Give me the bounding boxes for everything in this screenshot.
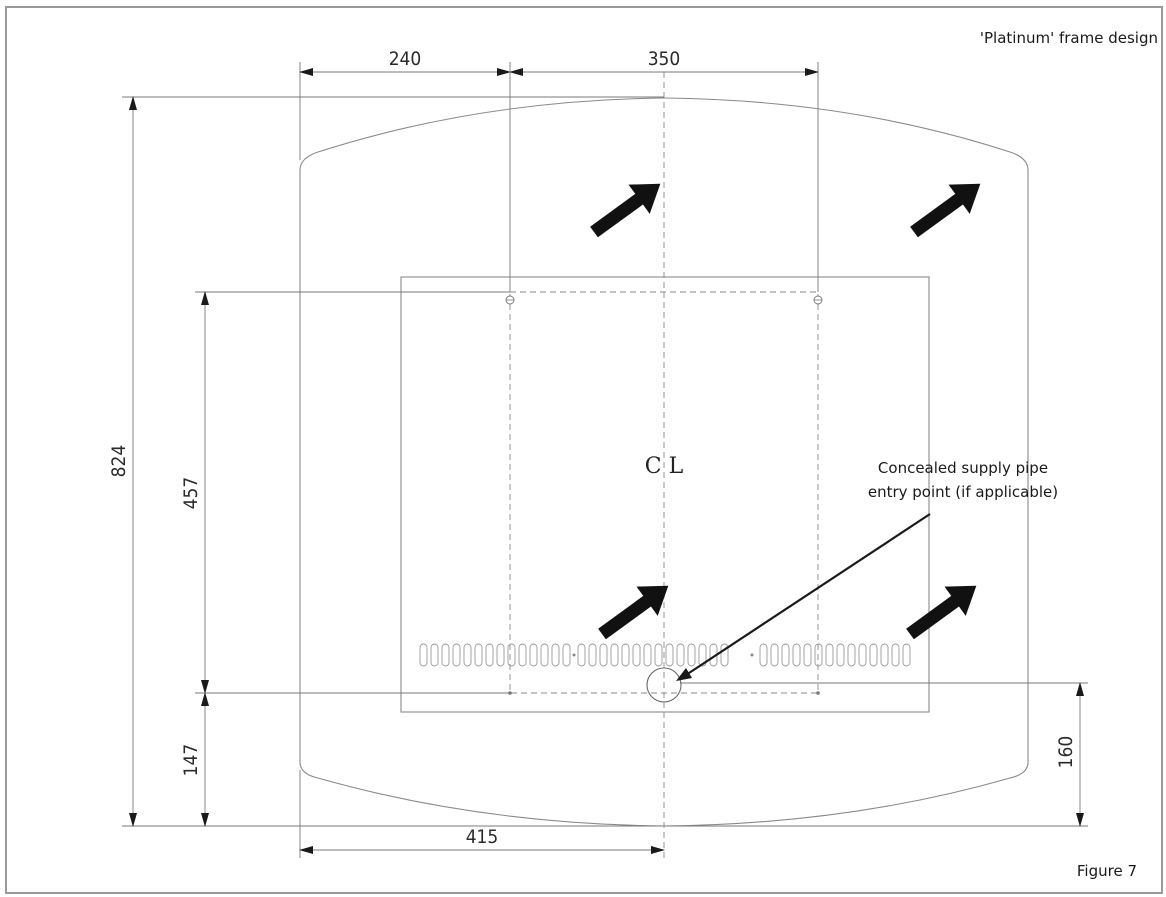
- vent-divider-dot: [750, 653, 754, 657]
- dim-147: 147: [180, 744, 202, 777]
- firebox-outline: [400, 276, 930, 713]
- dim-457: 457: [180, 477, 202, 510]
- vent-slot: [902, 643, 911, 667]
- vent-slot: [792, 643, 801, 667]
- vent-slot: [430, 643, 439, 667]
- callout-line-1: Concealed supply pipe: [878, 459, 1048, 477]
- dim-824: 824: [108, 445, 130, 478]
- vent-slot: [643, 643, 652, 667]
- vent-slot: [610, 643, 619, 667]
- vent-slot: [577, 643, 586, 667]
- page-border: [5, 6, 1163, 894]
- vent-slot: [621, 643, 630, 667]
- vent-slots: [419, 643, 911, 667]
- vent-slot: [814, 643, 823, 667]
- callout-leader: [685, 513, 931, 676]
- figure-label: Figure 7: [1077, 862, 1137, 880]
- pipe-entry-circle: [646, 667, 682, 703]
- vent-slot: [529, 643, 538, 667]
- vent-slot: [687, 643, 696, 667]
- dim-160: 160: [1055, 736, 1077, 769]
- vent-slot: [588, 643, 597, 667]
- vent-slot: [441, 643, 450, 667]
- callout-arrowhead: [676, 668, 692, 681]
- vent-slot: [825, 643, 834, 667]
- vent-slot: [562, 643, 571, 667]
- callout-line-2: entry point (if applicable): [868, 483, 1058, 501]
- vent-slot: [880, 643, 889, 667]
- vent-slot: [720, 643, 729, 667]
- extension-lines: [122, 62, 1088, 858]
- vent-slot: [698, 643, 707, 667]
- vent-slot: [869, 643, 878, 667]
- dim-415: 415: [466, 826, 499, 848]
- fixing-holes: [505, 295, 823, 695]
- frame-outline: [299, 97, 1029, 827]
- arrow-icon: [590, 183, 661, 238]
- vent-slot: [665, 643, 674, 667]
- dim-240: 240: [389, 48, 422, 70]
- vent-slot: [676, 643, 685, 667]
- vent-slot: [759, 643, 768, 667]
- vent-slot: [518, 643, 527, 667]
- vent-slot: [507, 643, 516, 667]
- vent-slot: [463, 643, 472, 667]
- vent-slot: [858, 643, 867, 667]
- vent-slot: [654, 643, 663, 667]
- vent-slot: [452, 643, 461, 667]
- arrow-icon: [910, 183, 981, 238]
- dim-350: 350: [648, 48, 681, 70]
- vent-slot: [632, 643, 641, 667]
- vent-divider-dot: [572, 653, 576, 657]
- vent-slot: [474, 643, 483, 667]
- arrow-icon: [598, 585, 669, 640]
- vent-slot: [781, 643, 790, 667]
- frame-design-label: 'Platinum' frame design: [980, 29, 1158, 47]
- vent-slot: [803, 643, 812, 667]
- vent-slot: [419, 643, 428, 667]
- vent-slot: [847, 643, 856, 667]
- centreline-label: C L: [645, 454, 684, 479]
- vent-slot: [551, 643, 560, 667]
- vent-slot: [599, 643, 608, 667]
- vent-slot: [836, 643, 845, 667]
- vent-slot: [496, 643, 505, 667]
- vent-slot: [485, 643, 494, 667]
- vent-slot: [770, 643, 779, 667]
- vent-slot: [891, 643, 900, 667]
- vent-slot: [540, 643, 549, 667]
- dimension-lines: [129, 68, 1084, 854]
- fixing-point-arrows: [590, 183, 981, 640]
- arrow-icon: [906, 585, 977, 640]
